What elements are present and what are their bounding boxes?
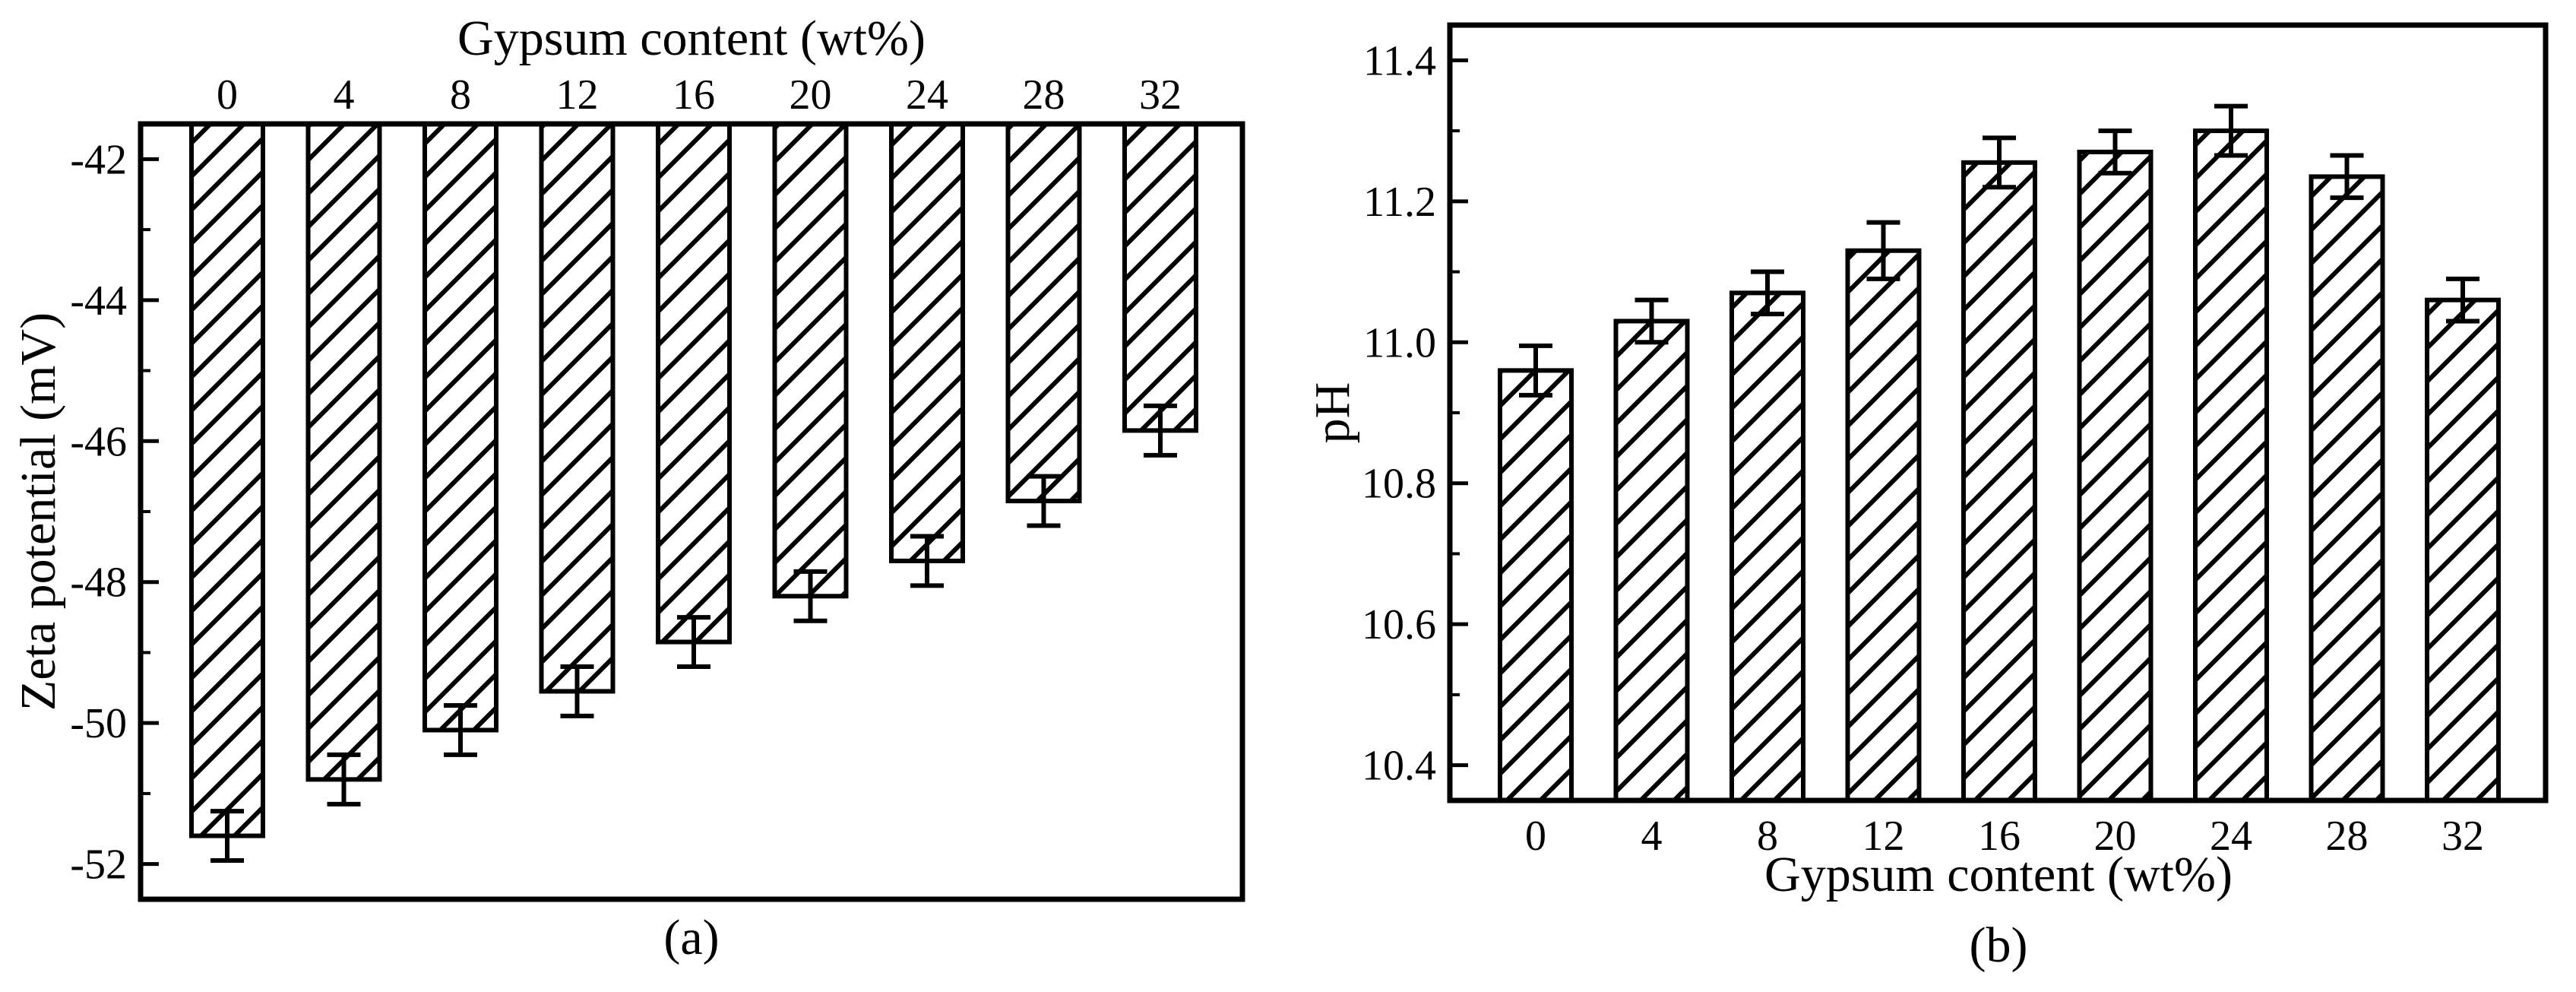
error-bar	[560, 664, 594, 718]
bar	[2425, 297, 2501, 803]
x-axis: 0 4 8 12 16 20 24 28 32	[1525, 813, 2484, 860]
x-tick-label: 8	[1757, 813, 1778, 860]
bar	[189, 122, 265, 838]
bar	[2077, 149, 2154, 803]
y-tick-label: -52	[70, 841, 127, 889]
x-tick-label: 24	[2210, 813, 2252, 860]
x-tick-label: 32	[1139, 71, 1182, 119]
y-tick-label: -42	[70, 136, 127, 183]
x-axis: 0 4 8 12 16 20 24 28 32	[217, 71, 1182, 119]
bar-series	[1498, 128, 2501, 803]
error-bar	[1519, 343, 1552, 398]
x-tick-label: 28	[2326, 813, 2369, 860]
bar	[305, 122, 382, 782]
error-bar	[793, 569, 828, 623]
x-tick-label: 12	[556, 71, 599, 119]
y-tick-label: 10.4	[1362, 743, 1436, 790]
error-bar	[2330, 153, 2364, 201]
error-bar	[1866, 220, 1900, 281]
x-tick-label: 24	[906, 71, 948, 119]
y-tick-label: 11.4	[1363, 37, 1436, 84]
error-bar	[2446, 276, 2479, 324]
y-axis-title: Zeta potential (mV)	[11, 312, 66, 711]
y-axis: 10.4 10.6 10.8 11.0 11.2 11.4	[1362, 37, 1468, 790]
bar	[1122, 122, 1198, 433]
error-bar	[677, 615, 710, 669]
y-tick-label: 10.6	[1362, 601, 1436, 648]
zeta-potential-chart: -42 -44 -46 -48 -50 -52 0 4 8 12 16 20 24 28 32 Gypsu…	[11, 11, 1245, 965]
error-bar	[444, 703, 477, 757]
x-axis-title: Gypsum content (wt%)	[457, 11, 926, 66]
error-bar	[1027, 474, 1061, 528]
bar	[1613, 319, 1690, 803]
error-bar-series	[210, 403, 1177, 863]
error-bar-series	[1519, 103, 2479, 398]
error-bar	[1635, 297, 1669, 345]
panel-label: (b)	[1970, 918, 2028, 973]
bar	[889, 122, 965, 563]
bar	[772, 122, 849, 599]
bar	[422, 122, 498, 733]
x-tick-label: 12	[1862, 813, 1905, 860]
bar	[2193, 128, 2269, 803]
y-axis-title: pH	[1305, 382, 1360, 444]
y-axis: -42 -44 -46 -48 -50 -52	[70, 136, 159, 889]
bar	[539, 122, 616, 694]
y-tick-label: -46	[70, 418, 127, 465]
x-tick-label: 32	[2442, 813, 2484, 860]
error-bar	[1144, 403, 1177, 458]
error-bar	[327, 752, 361, 807]
bar	[1498, 368, 1574, 803]
panel-label: (a)	[663, 910, 719, 965]
bar	[656, 122, 732, 645]
bar	[1729, 290, 1805, 803]
y-tick-label: 11.0	[1363, 319, 1436, 366]
y-tick-label: -50	[70, 700, 127, 747]
x-tick-label: 8	[450, 71, 471, 119]
x-tick-label: 20	[2094, 813, 2137, 860]
x-tick-label: 20	[790, 71, 832, 119]
x-tick-label: 0	[217, 71, 238, 119]
error-bar	[1983, 135, 2016, 190]
x-tick-label: 28	[1023, 71, 1065, 119]
error-bar	[2214, 103, 2248, 158]
bar	[2309, 174, 2385, 803]
error-bar	[910, 534, 944, 588]
x-tick-label: 0	[1525, 813, 1546, 860]
error-bar	[210, 809, 244, 863]
error-bar	[2098, 128, 2132, 176]
bar	[1961, 160, 2037, 803]
y-tick-label: 11.2	[1363, 179, 1436, 226]
x-tick-label: 16	[672, 71, 715, 119]
y-tick-label: -48	[70, 559, 127, 607]
bar	[1005, 122, 1082, 504]
error-bar	[1751, 269, 1784, 317]
bar	[1845, 248, 1922, 803]
x-axis-title: Gypsum content (wt%)	[1764, 847, 2233, 902]
ph-chart: 10.4 10.6 10.8 11.0 11.2 11.4 0 4 8 12 16 20 24 28 32…	[1305, 22, 2549, 973]
y-tick-label: -44	[70, 277, 127, 325]
x-tick-label: 4	[1641, 813, 1663, 860]
y-tick-label: 10.8	[1362, 461, 1436, 508]
x-tick-label: 16	[1978, 813, 2021, 860]
x-tick-label: 4	[334, 71, 355, 119]
